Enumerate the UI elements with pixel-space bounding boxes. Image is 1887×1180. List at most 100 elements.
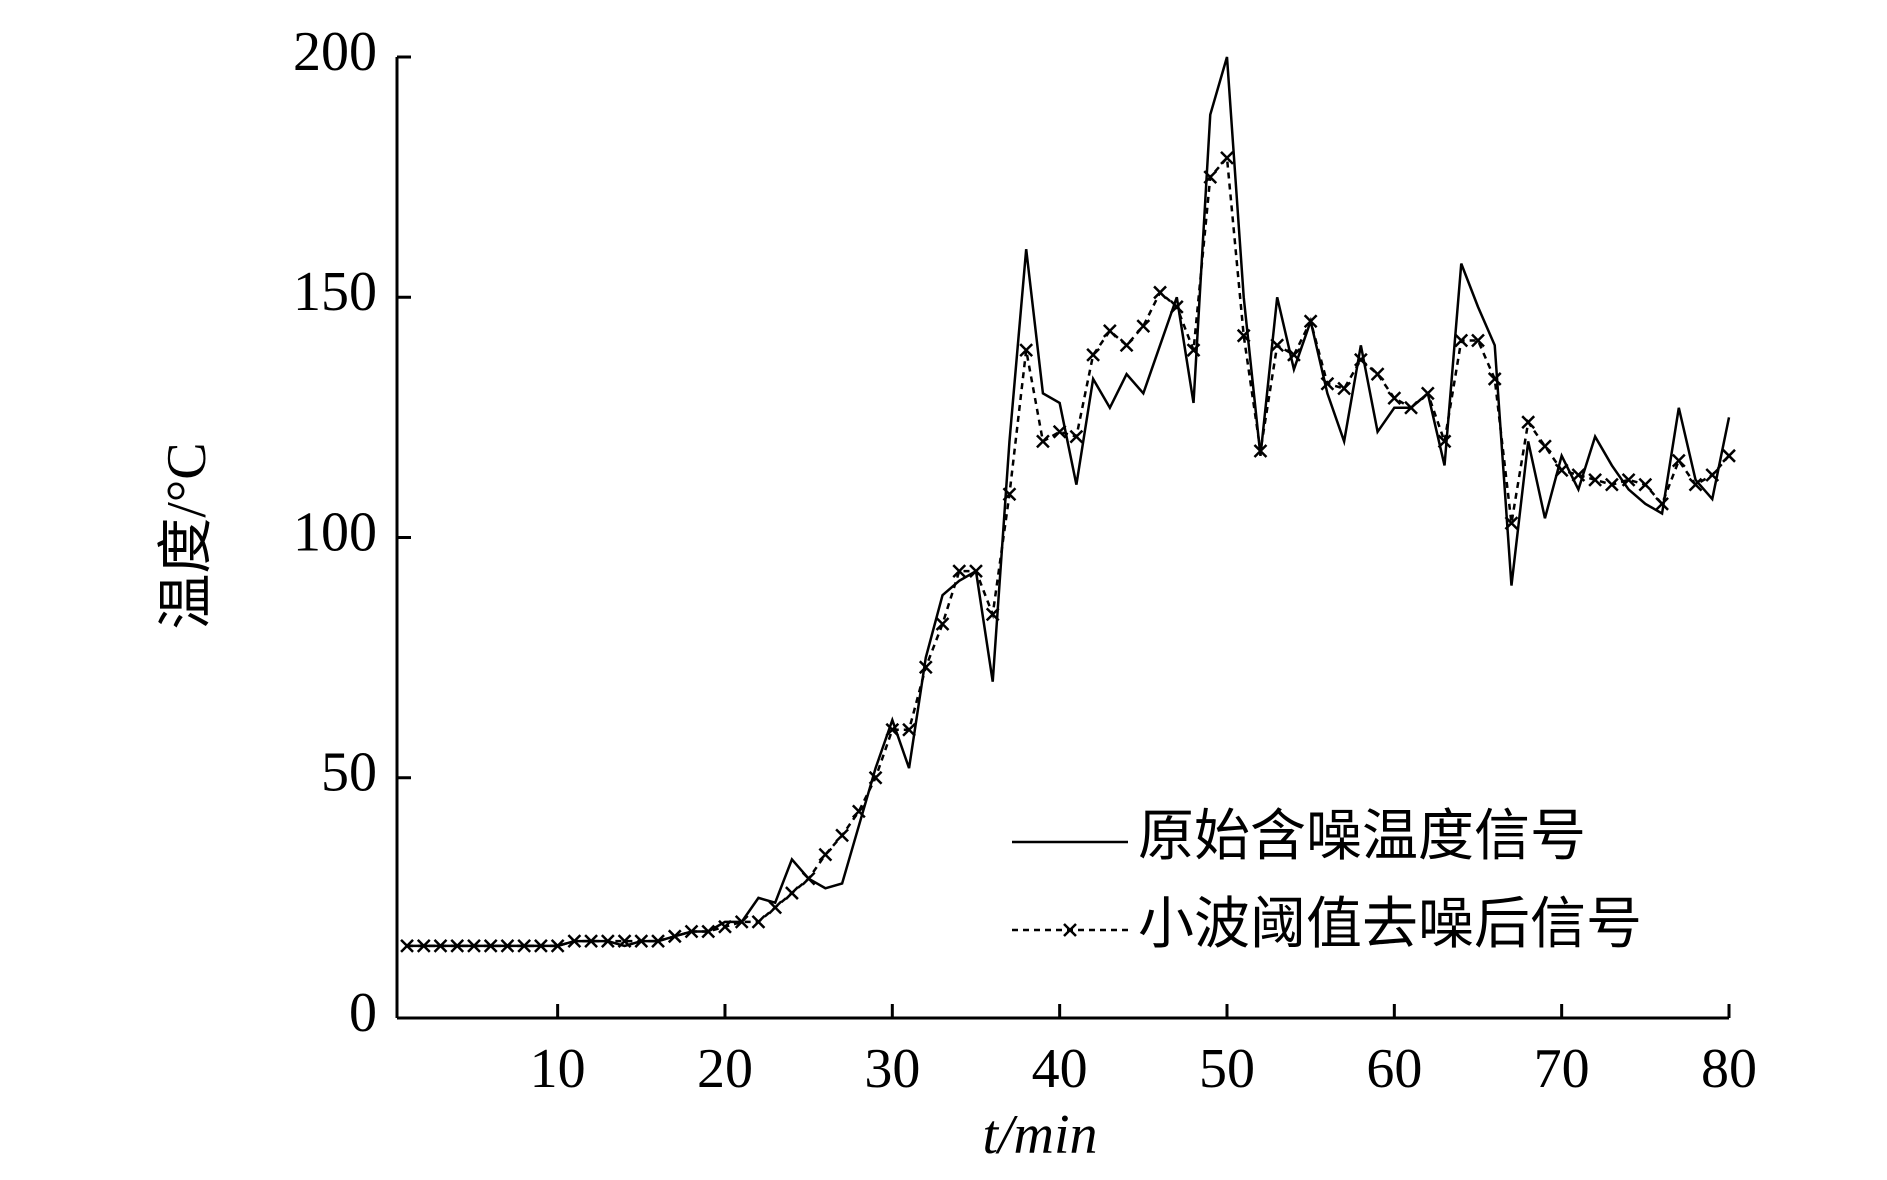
x-marker (768, 900, 783, 915)
x-marker (1337, 381, 1352, 396)
x-marker (1019, 343, 1034, 357)
x-marker (902, 722, 916, 737)
x-marker (1521, 415, 1536, 430)
x-marker (1036, 434, 1050, 449)
x-axis-label: t/min (982, 1104, 1097, 1166)
legend-label: 小波阈值去噪后信号 (1138, 894, 1642, 956)
x-marker (450, 939, 465, 953)
x-marker (918, 660, 933, 675)
x-marker (534, 939, 548, 953)
x-marker (400, 939, 414, 953)
x-marker (1320, 376, 1335, 391)
x-marker (751, 915, 766, 929)
x-marker (935, 617, 950, 631)
x-tick-label: 10 (530, 1038, 586, 1100)
x-marker (1353, 352, 1368, 367)
x-marker (885, 722, 900, 737)
x-marker (1086, 348, 1101, 362)
y-tick-label: 0 (349, 982, 377, 1044)
x-marker (617, 934, 632, 949)
y-axis-label: 温度/°C (156, 442, 218, 629)
x-tick-label: 40 (1032, 1038, 1088, 1100)
x-marker (1588, 472, 1603, 487)
x-tick-label: 70 (1534, 1038, 1590, 1100)
x-marker (416, 939, 431, 953)
x-marker (500, 939, 515, 953)
legend-marker (1063, 923, 1077, 937)
x-marker (1236, 328, 1251, 343)
y-tick-label: 150 (293, 261, 377, 323)
x-marker (1554, 463, 1569, 478)
x-marker (433, 939, 448, 953)
x-marker (969, 564, 983, 579)
x-marker (718, 919, 732, 934)
x-marker (684, 924, 699, 939)
x-marker (1102, 324, 1117, 338)
x-marker (1119, 338, 1134, 353)
x-marker (1655, 496, 1669, 511)
x-marker (1287, 348, 1301, 362)
x-marker (1571, 468, 1586, 482)
x-marker (1186, 343, 1201, 357)
x-marker (1454, 333, 1469, 348)
x-marker (1220, 151, 1234, 165)
y-tick-label: 200 (293, 21, 377, 83)
x-marker (952, 564, 967, 579)
x-marker (1203, 170, 1218, 185)
x-marker (584, 934, 598, 949)
x-marker (1387, 391, 1402, 406)
x-marker (1688, 477, 1703, 492)
x-marker (818, 847, 833, 862)
x-tick-label: 20 (697, 1038, 753, 1100)
x-marker (1471, 333, 1485, 348)
x-marker (801, 871, 816, 886)
x-marker (600, 934, 615, 949)
x-marker (985, 607, 1000, 622)
x-marker (1621, 472, 1636, 487)
x-marker (1420, 386, 1435, 401)
x-marker (567, 934, 582, 949)
x-marker (1303, 314, 1318, 329)
x-marker (851, 804, 866, 819)
x-marker (483, 939, 498, 953)
x-marker (701, 924, 716, 939)
x-marker (1722, 448, 1736, 463)
x-marker (1002, 487, 1017, 502)
x-marker (1270, 338, 1285, 353)
x-marker (1538, 439, 1552, 454)
y-tick-label: 50 (321, 742, 377, 804)
x-marker (1136, 319, 1151, 333)
x-tick-label: 60 (1366, 1038, 1422, 1100)
x-tick-label: 30 (864, 1038, 920, 1100)
x-marker (835, 828, 849, 843)
x-marker (1504, 516, 1519, 530)
x-marker (517, 939, 532, 953)
x-marker (1370, 367, 1385, 382)
y-tick-label: 100 (293, 501, 377, 563)
series-line (407, 154, 1730, 948)
x-marker (1169, 299, 1184, 314)
x-marker (1069, 429, 1084, 444)
x-marker (634, 934, 649, 949)
x-marker (1604, 477, 1619, 492)
x-marker (1153, 285, 1167, 300)
legend-label: 原始含噪温度信号 (1138, 806, 1586, 868)
x-marker (1253, 444, 1268, 458)
x-marker (1487, 372, 1502, 386)
x-marker (1671, 453, 1686, 468)
x-marker (550, 939, 565, 953)
x-marker (868, 770, 883, 785)
x-marker (785, 886, 799, 900)
x-tick-label: 80 (1701, 1038, 1757, 1100)
x-marker (1052, 424, 1067, 439)
x-marker (1638, 477, 1653, 492)
x-marker (1437, 434, 1452, 449)
x-tick-label: 50 (1199, 1038, 1255, 1100)
x-marker (467, 939, 481, 953)
x-marker (651, 934, 665, 949)
x-marker (667, 929, 682, 944)
x-marker (734, 915, 749, 929)
x-marker (1705, 468, 1720, 482)
x-marker (1404, 400, 1418, 415)
